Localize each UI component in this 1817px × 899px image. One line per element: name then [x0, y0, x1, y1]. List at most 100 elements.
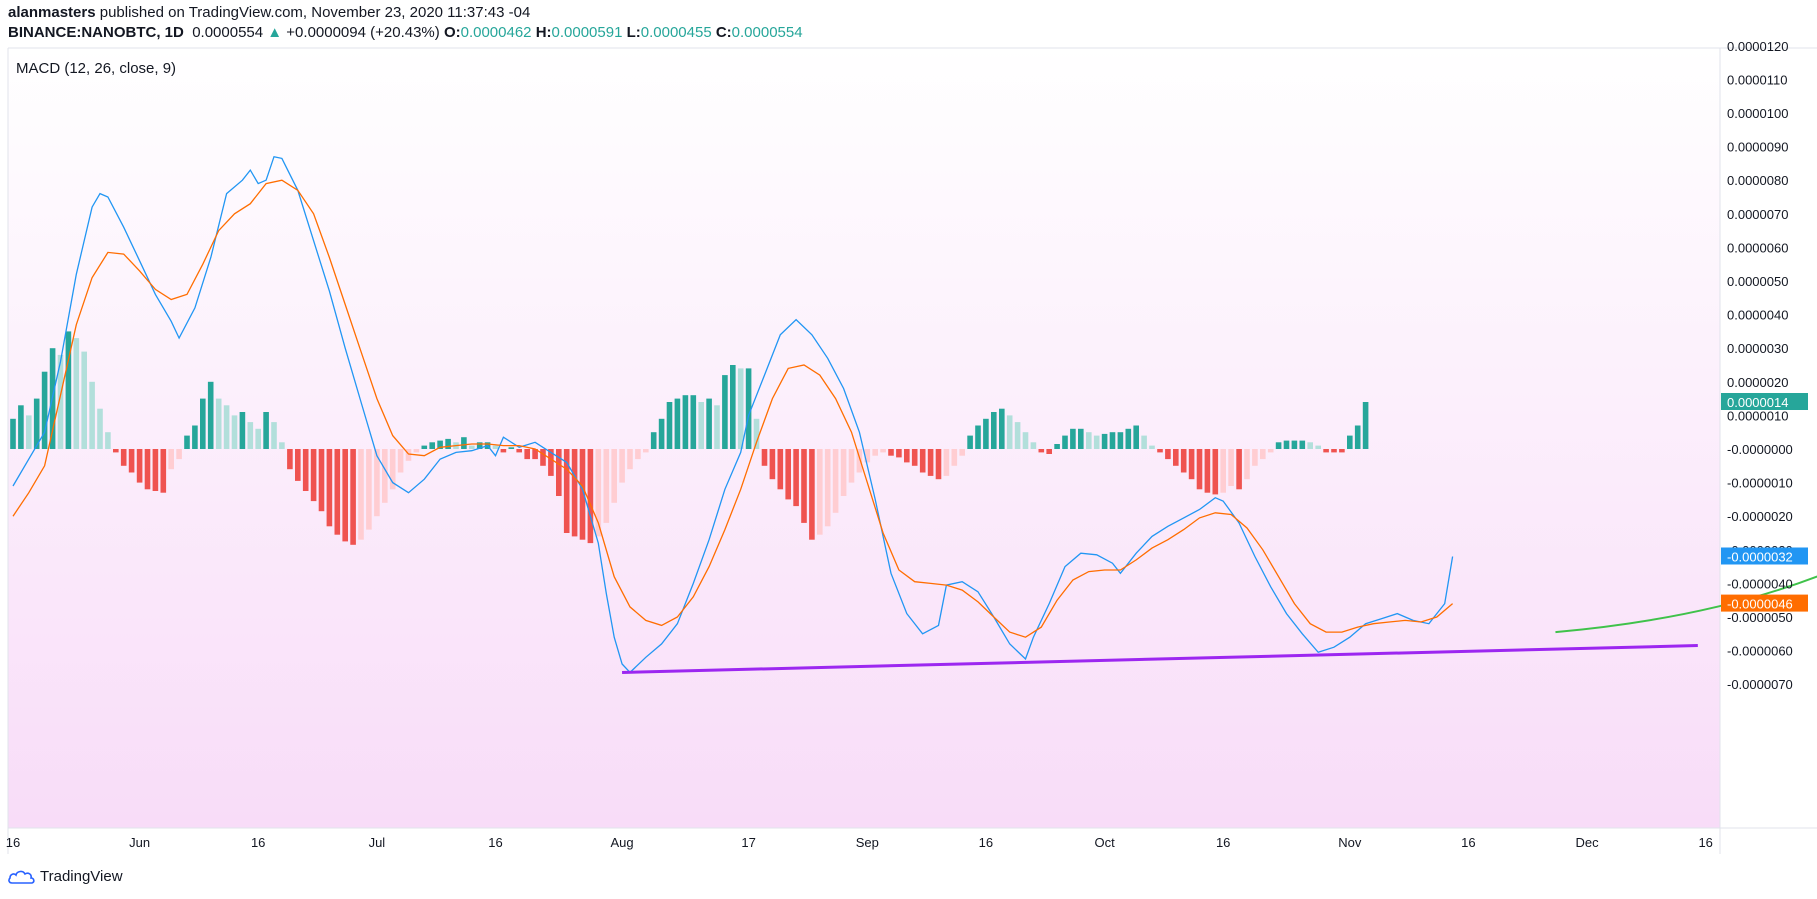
histogram-bar	[397, 449, 404, 473]
open-value: 0.0000462	[460, 24, 532, 41]
histogram-bar	[287, 449, 293, 470]
y-tick-label: 0.0000050	[1727, 274, 1788, 289]
y-tick-label: 0.0000080	[1727, 173, 1788, 188]
y-tick-label: 0.0000110	[1727, 72, 1788, 87]
y-tick-label: -0.0000010	[1727, 476, 1793, 491]
histogram-bar	[1204, 449, 1211, 493]
high-label: H:	[535, 24, 552, 41]
last-value-badges: 0.0000014 -0.0000032 -0.0000046	[1721, 393, 1808, 612]
histogram-bar	[279, 442, 285, 449]
histogram-bar	[619, 449, 625, 483]
last-price: 0.0000554	[192, 24, 264, 41]
histogram-bar	[650, 432, 657, 449]
histogram-bar	[1078, 428, 1084, 449]
histogram-bar	[698, 402, 704, 449]
histogram-bar	[1362, 402, 1369, 449]
histogram-bar	[1188, 449, 1195, 480]
signal-line	[12, 179, 1454, 638]
symbol-name[interactable]: BINANCE:NANOBTC, 1D	[8, 24, 184, 41]
low-value: 0.0000455	[640, 24, 712, 41]
histogram-bar	[1236, 449, 1242, 490]
histogram-bar	[1006, 415, 1013, 449]
x-tick-label: 16	[251, 835, 265, 850]
tradingview-cloud-icon	[8, 870, 35, 884]
histogram-bar	[801, 449, 807, 523]
histogram-bar	[880, 449, 886, 453]
histogram-bar	[983, 418, 989, 449]
histogram-bar	[999, 408, 1005, 449]
histogram-bar	[1149, 445, 1155, 449]
histogram-bar	[97, 408, 103, 449]
macd-lines	[12, 155, 1454, 674]
histogram-bar	[524, 449, 530, 460]
histogram-bar	[1062, 435, 1068, 449]
tradingview-logo[interactable]: TradingView	[8, 868, 123, 885]
histogram-bar	[1275, 442, 1282, 449]
histogram-bar	[1070, 428, 1076, 449]
histogram-bar	[611, 449, 617, 503]
histogram-bar	[1117, 432, 1124, 449]
time-axis-background	[8, 828, 1720, 854]
histogram-bar	[1133, 425, 1139, 449]
x-tick-label: Oct	[1094, 835, 1115, 850]
histogram-bar	[1054, 444, 1060, 449]
histogram-bar	[413, 449, 420, 453]
y-tick-label: 0.0000100	[1727, 106, 1788, 121]
histogram-bar	[714, 405, 720, 449]
histogram-bar	[358, 449, 364, 540]
x-tick-label: Jul	[369, 835, 386, 850]
open-label: O:	[443, 24, 461, 41]
close-label: C:	[715, 24, 732, 41]
histogram-bar	[793, 449, 799, 507]
histogram-bar	[1244, 449, 1250, 480]
drawing-annotations[interactable]	[622, 409, 1817, 674]
histogram-bar	[896, 449, 902, 458]
histogram-bar	[864, 449, 871, 463]
histogram-bar	[967, 435, 973, 449]
histogram-bar	[1299, 440, 1306, 449]
histogram-bar	[911, 449, 918, 466]
histogram-bar	[516, 449, 522, 453]
histogram-bar	[326, 449, 333, 527]
histogram-bar	[476, 442, 483, 449]
y-tick-label: -0.0000040	[1727, 576, 1793, 591]
histogram-bar	[856, 449, 863, 473]
signal-value-badge-label: -0.0000046	[1727, 597, 1793, 612]
histogram-bar	[563, 449, 570, 533]
histogram-bar	[1173, 449, 1179, 466]
histogram-bar	[919, 449, 926, 473]
histogram-bar	[302, 449, 309, 491]
histogram-bar	[666, 402, 673, 449]
x-tick-label: 16	[1698, 835, 1712, 850]
histogram-bar	[872, 449, 878, 456]
histogram-bar	[682, 395, 689, 449]
histogram-bar	[674, 398, 681, 449]
histogram-bar	[437, 440, 443, 449]
histogram-bar	[571, 449, 578, 537]
histogram-bar	[1109, 432, 1116, 449]
histogram-bar	[374, 449, 380, 517]
histogram-bar	[1315, 445, 1321, 449]
histogram-bar	[785, 449, 791, 500]
price-axis[interactable]: 0.0000120 0.0000110 0.0000100 0.0000090 0.00…	[1727, 39, 1793, 692]
y-tick-label: 0.0000070	[1727, 207, 1788, 222]
histogram-bar	[722, 375, 728, 449]
indicator-legend[interactable]: MACD (12, 26, close, 9)	[16, 60, 176, 77]
histogram-bar	[975, 425, 981, 449]
histogram-bar	[41, 371, 48, 449]
x-tick-label: Aug	[611, 835, 634, 850]
histogram-bar	[1307, 442, 1313, 449]
histogram-bar	[1046, 449, 1052, 454]
histogram-bar	[310, 449, 317, 502]
histogram-bar	[247, 422, 254, 449]
histogram-bar	[1014, 422, 1021, 449]
histogram-bar	[18, 405, 24, 449]
author-name[interactable]: alanmasters	[8, 4, 96, 21]
histogram-bar	[255, 428, 261, 449]
histogram-bar	[136, 449, 143, 483]
time-axis[interactable]: 16Jun16Jul16Aug17Sep16Oct16Nov16Dec16202…	[6, 835, 1817, 850]
histogram-bar	[761, 449, 768, 466]
histogram-bar	[1323, 449, 1329, 453]
histogram-bar	[1180, 449, 1187, 473]
